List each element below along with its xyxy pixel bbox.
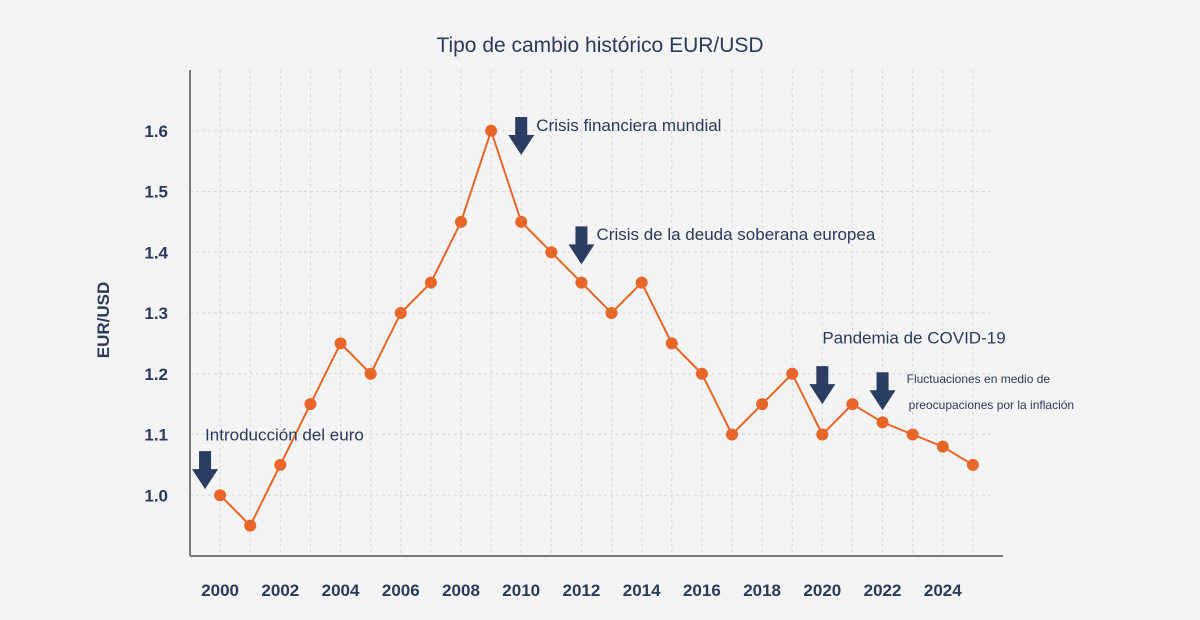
data-series (214, 124, 979, 532)
y-tick-label: 1.1 (144, 426, 168, 445)
y-tick-label: 1.6 (144, 122, 168, 141)
data-point (876, 416, 889, 429)
series-line (219, 127, 974, 528)
x-tick-label: 2016 (683, 581, 721, 600)
down-arrow-icon (869, 372, 896, 411)
data-point (214, 489, 227, 502)
data-point (966, 458, 979, 471)
data-point (334, 337, 347, 350)
data-point (485, 124, 498, 137)
x-tick-label: 2010 (502, 581, 540, 600)
down-arrow-icon (809, 366, 836, 405)
data-point (455, 215, 467, 228)
data-point (304, 398, 317, 411)
data-point (545, 246, 558, 259)
annotation-label: Introducción del euro (205, 426, 364, 445)
chart-title: Tipo de cambio histórico EUR/USD (436, 34, 763, 57)
x-tick-label: 2014 (623, 581, 661, 600)
x-tick-label: 2022 (864, 581, 902, 600)
y-tick-label: 1.4 (144, 243, 168, 262)
x-tick-label: 2008 (442, 581, 480, 600)
data-point (364, 367, 377, 380)
x-tick-label: 2012 (563, 581, 601, 600)
down-arrow-icon (508, 117, 535, 156)
data-point (726, 428, 738, 441)
annotation-label: preocupaciones por la inflación (909, 398, 1074, 412)
annotation-label: Fluctuaciones en medio de (907, 372, 1051, 386)
data-point (394, 307, 407, 319)
y-tick-label: 1.0 (144, 486, 168, 505)
annotation-label: Pandemia de COVID-19 (822, 328, 1005, 347)
data-point (816, 428, 829, 441)
x-tick-label: 2024 (924, 581, 962, 600)
data-point (575, 276, 588, 289)
x-tick-label: 2000 (201, 581, 239, 600)
down-arrow-icon (192, 451, 219, 490)
y-tick-label: 1.3 (144, 304, 168, 323)
tick-labels: 1.0 1.1 1.2 1.3 1.4 1.5 1.6 2000 2002 2004 2006 200… (144, 122, 962, 600)
data-point (756, 398, 769, 411)
data-point (665, 337, 678, 350)
x-tick-label: 2002 (261, 581, 299, 600)
annotation-label: Crisis financiera mundial (536, 116, 721, 135)
x-tick-label: 2018 (743, 581, 781, 600)
data-point (936, 440, 949, 453)
y-tick-label: 1.2 (144, 365, 168, 384)
x-tick-label: 2020 (803, 581, 841, 600)
annotations: Introducción del euro Crisis financiera m… (192, 116, 1074, 490)
data-point (635, 276, 648, 289)
data-point (274, 458, 287, 471)
down-arrow-icon (568, 226, 595, 265)
data-point (786, 367, 799, 380)
data-point (695, 367, 708, 380)
y-tick-label: 1.5 (144, 183, 168, 202)
y-axis-label: EUR/USD (94, 282, 113, 359)
data-point (846, 398, 859, 411)
x-tick-label: 2006 (382, 581, 420, 600)
data-point (244, 519, 257, 532)
data-point (515, 215, 528, 228)
annotation-label: Crisis de la deuda soberana europea (597, 225, 876, 244)
grid-lines (190, 70, 995, 556)
data-point (906, 428, 919, 441)
data-point (605, 307, 618, 319)
data-point (424, 276, 437, 289)
x-tick-label: 2004 (322, 581, 360, 600)
axes (189, 70, 1003, 557)
